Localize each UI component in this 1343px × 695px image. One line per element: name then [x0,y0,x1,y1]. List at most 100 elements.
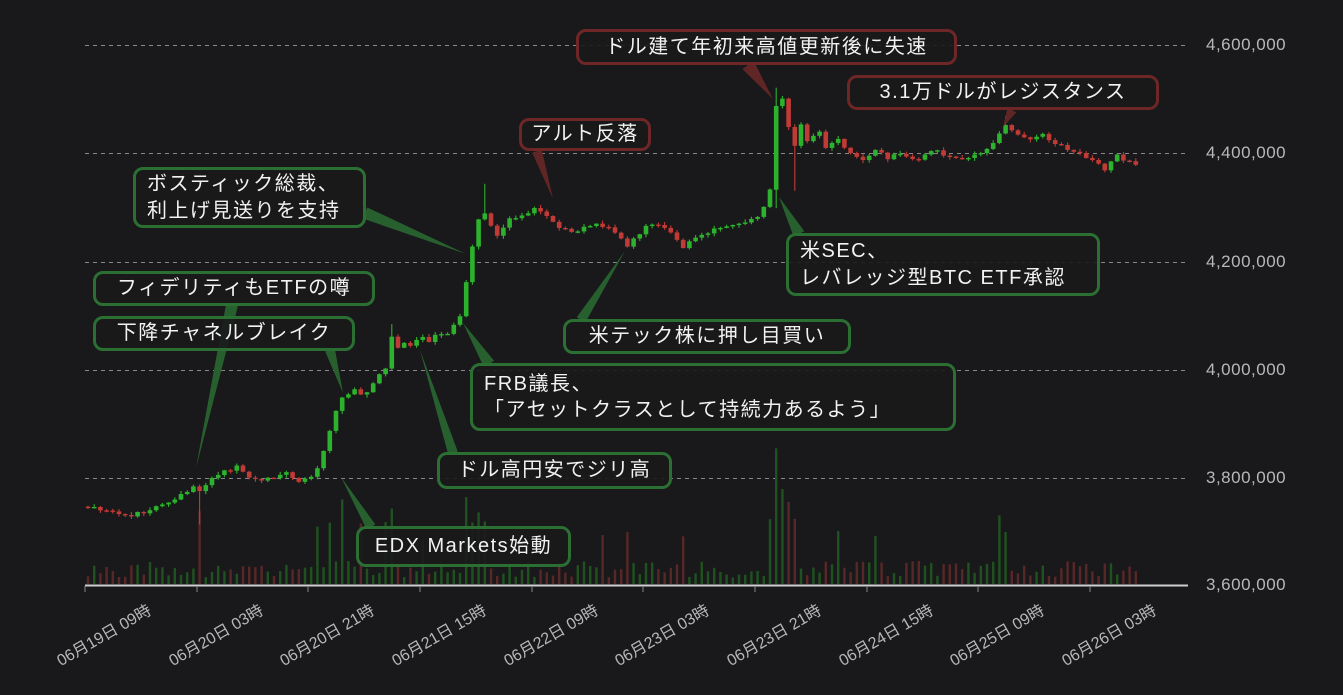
volume-bar [812,567,815,584]
candle-body [842,138,847,148]
annotation-callout-bostic: ボスティック総裁、 利上げ見送りを支持 [133,167,366,228]
volume-bar [248,566,251,584]
annotation-callout-sec-etf: 米SEC、 レバレッジ型BTC ETF承認 [786,233,1100,296]
volume-bar [899,575,902,584]
candle-body [178,494,184,500]
volume-bar [1091,571,1094,584]
candle-body [222,470,227,475]
candle-body [284,472,289,475]
candle-body [476,219,481,247]
volume-bar [768,519,772,584]
volume-bar [973,572,976,584]
volume-bar [855,561,858,584]
candle-body [271,477,277,480]
annotation-leader-frb [463,323,495,368]
volume-bar [905,562,908,584]
candle-body [129,515,134,517]
volume-bar [279,571,282,584]
candle-body [922,154,928,160]
candle-body [1114,154,1120,162]
candle-body [482,213,488,220]
volume-bar [155,567,158,584]
annotation-callout-edx-markets: EDX Markets始動 [356,526,571,567]
volume-bar [756,571,759,584]
volume-bar [1078,566,1082,584]
volume-bar [849,572,852,584]
candle-body [1015,130,1021,135]
annotation-text: 3.1万ドルがレジスタンス [879,81,1127,104]
volume-bar [142,574,145,584]
y-axis-label: 4,200,000 [1206,252,1287,271]
candle-body [197,486,202,492]
candle-body [215,474,221,478]
volume-bar [830,564,834,584]
candle-body [91,506,97,509]
annotation-text: ボスティック総裁、 [147,173,340,196]
volume-bar [799,568,803,584]
candle-body [823,131,829,148]
y-axis-label: 4,000,000 [1206,360,1287,379]
volume-bar [694,573,697,584]
candle-body [321,450,326,469]
candle-body [1096,160,1101,164]
volume-bar [657,568,660,584]
volume-bar [303,567,307,584]
annotation-callout-frb: FRB議長、 「アセットクラスとして持続力あるよう」 [470,363,956,431]
annotation-text: 下降チャネルブレイク [116,322,332,345]
volume-bar [186,572,189,584]
candle-body [804,124,810,142]
volume-bar [1116,574,1119,584]
candle-body [761,206,767,217]
volume-bar [198,511,201,584]
candle-body [637,234,643,239]
annotation-text: 利上げ見送りを支持 [147,199,341,222]
volume-bar [582,561,586,584]
candle-body [693,237,698,242]
candle-body [501,227,506,236]
candle-body [246,471,252,478]
annotation-callout-fidelity: フィデリティもETFの噂 [93,271,375,306]
candle-body [1009,125,1015,131]
volume-bar [403,577,406,584]
candle-body [835,138,841,143]
candle-body [649,224,655,226]
candle-body [166,502,171,505]
candle-body [941,150,946,156]
candle-body [296,477,302,482]
volume-bar [775,448,778,584]
candle-body [122,514,128,516]
candle-body [873,149,878,156]
volume-bar [179,574,183,584]
candle-body [904,153,909,157]
candle-body [910,156,915,160]
volume-bar [86,576,90,584]
volume-bar [235,573,238,584]
candle-body [569,228,574,232]
candle-body [1046,133,1052,141]
candle-body [432,334,438,342]
candle-body [730,224,736,227]
candle-body [172,499,178,503]
candle-body [935,150,940,152]
volume-bar [341,499,344,584]
volume-bar [917,561,920,584]
volume-bar [173,567,176,584]
volume-bar [669,567,672,584]
volume-bar [204,577,207,584]
candle-body [333,410,339,431]
volume-bar [458,572,462,584]
volume-bar [868,562,871,584]
volume-bar [167,575,170,584]
candle-body [668,227,674,233]
candle-body [984,148,990,154]
candle-body [773,106,779,190]
annotation-callout-usd-jpy: ドル高円安でジリ高 [437,452,672,489]
volume-bar [539,569,542,584]
volume-bar [638,574,641,584]
candle-body [556,221,562,228]
volume-bar [781,489,784,584]
volume-bar [793,518,796,584]
candle-body [972,154,977,158]
candle-body [135,511,140,517]
